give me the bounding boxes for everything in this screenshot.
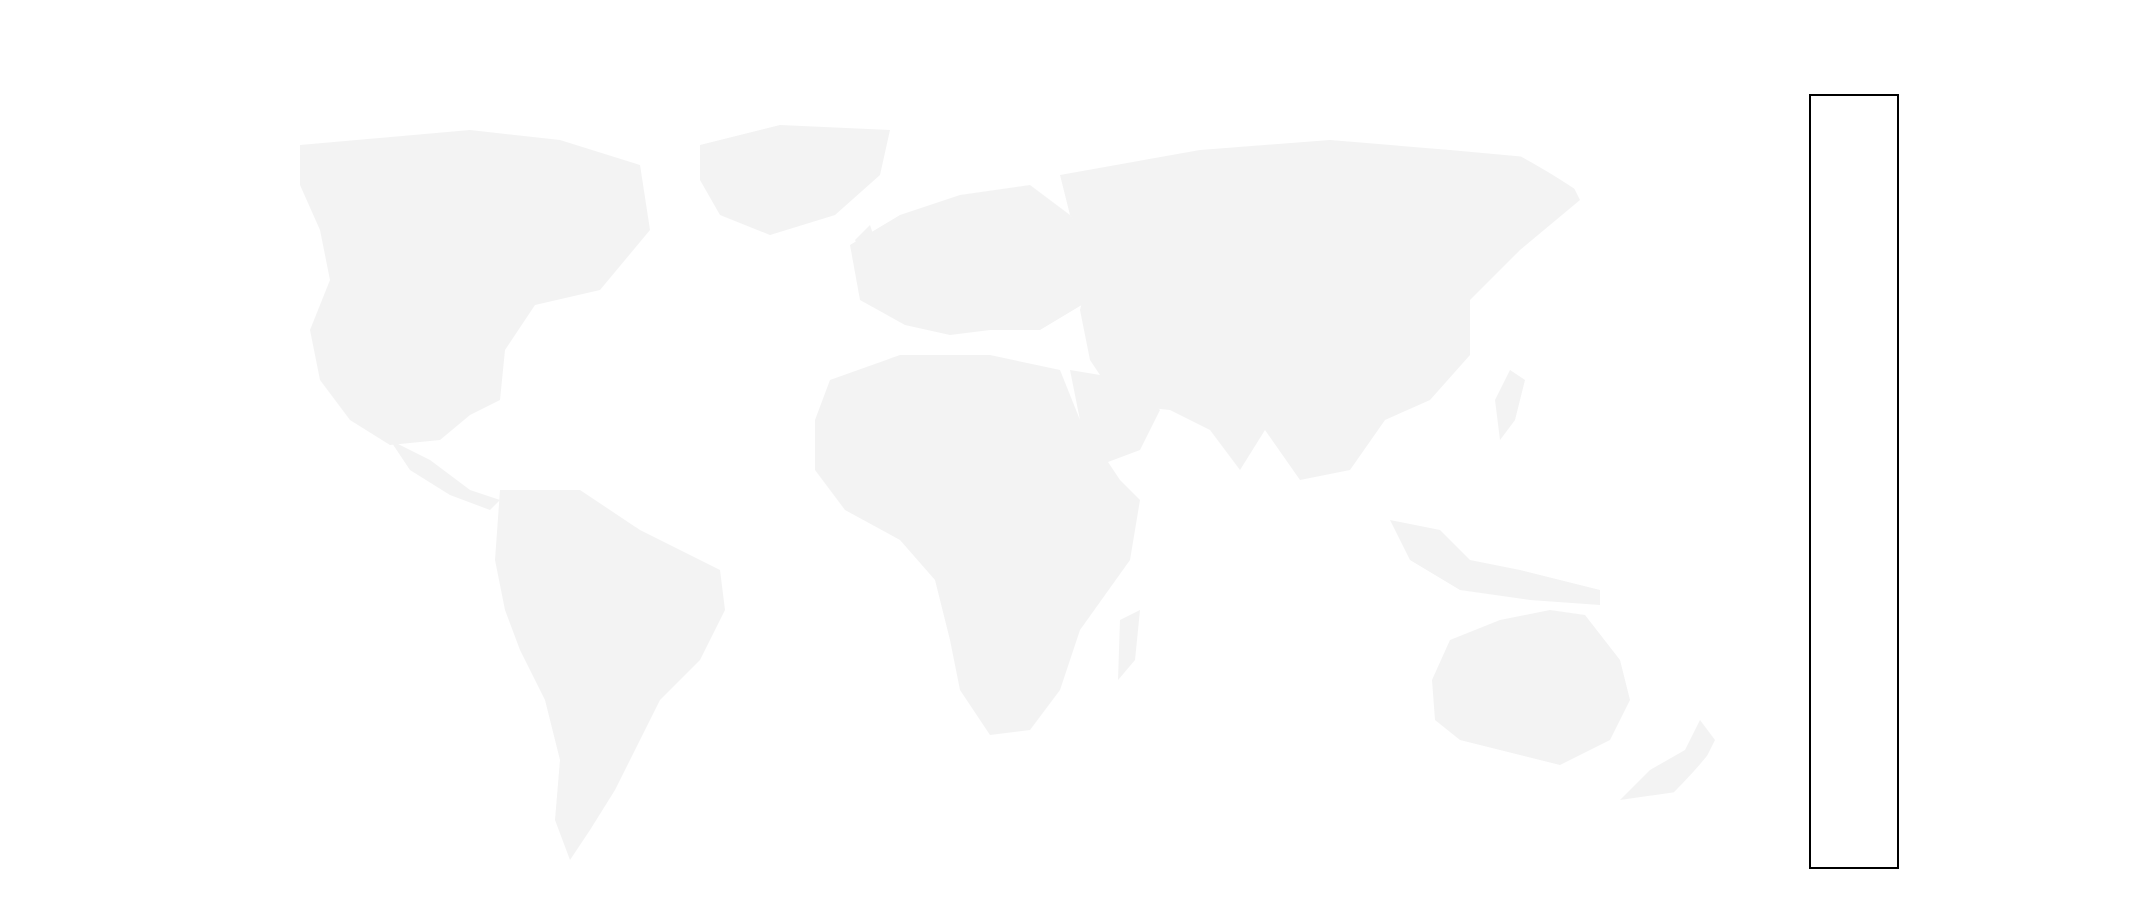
arabia-land bbox=[1070, 370, 1160, 465]
central-america-land bbox=[390, 440, 500, 510]
land-background bbox=[300, 125, 1715, 860]
australia-land bbox=[1432, 610, 1630, 765]
colorbar-outline bbox=[1809, 94, 1899, 869]
south-america-land bbox=[495, 490, 725, 860]
japan-land bbox=[1495, 370, 1525, 440]
europe-land bbox=[850, 185, 1100, 335]
madagascar-land bbox=[1118, 610, 1140, 680]
colorbar bbox=[1809, 94, 1899, 869]
uk-land bbox=[855, 225, 880, 265]
asia-land bbox=[1060, 140, 1580, 480]
north-america-land bbox=[300, 130, 650, 445]
africa-land bbox=[815, 355, 1140, 735]
new-zealand-land bbox=[1620, 720, 1715, 800]
world-map bbox=[300, 125, 1715, 860]
indonesia-land bbox=[1390, 520, 1600, 605]
greenland-land bbox=[700, 125, 890, 235]
